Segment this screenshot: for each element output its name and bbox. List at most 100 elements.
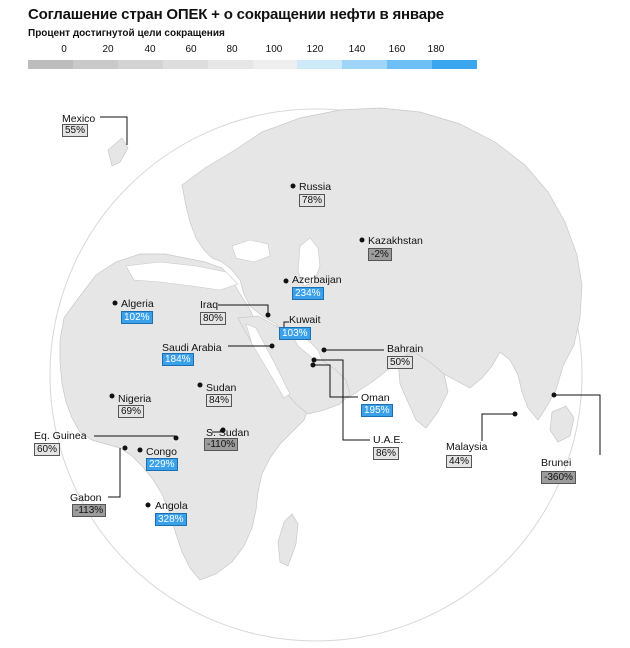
- map-title: Соглашение стран ОПЕК + о сокращении неф…: [28, 6, 444, 23]
- u-a-e-value-badge: 86%: [373, 447, 400, 460]
- legend-tick: 60: [185, 44, 197, 55]
- borneo-landmass: [549, 405, 575, 443]
- legend-subtitle: Процент достигнутой цели сокращения: [28, 28, 225, 39]
- caspian-sea: [297, 237, 321, 287]
- gabon-label: Gabon: [70, 492, 102, 504]
- legend-tick: 20: [102, 44, 114, 55]
- saudi-arabia-marker-dot: [269, 343, 275, 349]
- legend-swatch: [162, 60, 208, 69]
- azerbaijan-label: Azerbaijan: [292, 274, 342, 286]
- malaysia-label: Malaysia: [446, 441, 488, 453]
- sudan-marker-dot: [197, 382, 203, 388]
- brunei-leader-line: [554, 394, 601, 455]
- color-legend: 0 20 40 60 80 100 120 140 160 180: [28, 44, 478, 72]
- iraq-label: Iraq: [200, 299, 219, 311]
- brunei-label: Brunei: [541, 457, 572, 469]
- iraq-value-badge: 80%: [200, 312, 227, 325]
- gabon-value-badge: -113%: [72, 504, 107, 517]
- congo-label: Congo: [146, 446, 177, 458]
- oman-value-badge: 195%: [361, 404, 393, 417]
- legend-tick: 80: [226, 44, 238, 55]
- legend-tick: 0: [61, 44, 67, 55]
- legend-tick: 140: [348, 44, 366, 55]
- u-a-e-marker-dot: [311, 357, 317, 363]
- algeria-value-badge: 102%: [121, 311, 153, 324]
- algeria-marker-dot: [112, 300, 118, 306]
- iraq-marker-dot: [265, 312, 271, 318]
- s-sudan-label: S. Sudan: [206, 427, 250, 439]
- india-landmass: [397, 351, 449, 429]
- nigeria-marker-dot: [109, 393, 115, 399]
- saudi-arabia-value-badge: 184%: [162, 353, 194, 366]
- s-sudan-value-badge: -110%: [204, 438, 239, 451]
- kazakhstan-value-badge: -2%: [368, 248, 392, 261]
- gabon-marker-dot: [122, 445, 128, 451]
- kazakhstan-marker-dot: [359, 237, 365, 243]
- algeria-label: Algeria: [121, 298, 154, 310]
- mexico-sliver: [107, 137, 129, 167]
- angola-label: Angola: [155, 500, 188, 512]
- legend-tick: 40: [144, 44, 156, 55]
- congo-marker-dot: [137, 447, 143, 453]
- malaysia-value-badge: 44%: [446, 455, 473, 468]
- congo-value-badge: 229%: [146, 458, 178, 471]
- malaysia-marker-dot: [512, 411, 518, 417]
- brunei-value-badge: -360%: [541, 471, 576, 484]
- kuwait-label: Kuwait: [289, 314, 321, 326]
- brunei-marker-dot: [551, 392, 557, 398]
- angola-value-badge: 328%: [155, 513, 187, 526]
- legend-swatch: [387, 60, 433, 69]
- mediterranean-sea: [125, 261, 239, 291]
- mexico-value-badge: 55%: [62, 124, 89, 137]
- legend-swatch: [117, 60, 163, 69]
- legend-swatch: [28, 60, 73, 69]
- bahrain-value-badge: 50%: [387, 356, 414, 369]
- u-a-e-leader-line: [314, 359, 370, 441]
- legend-tick: 120: [306, 44, 324, 55]
- black-sea: [231, 239, 271, 263]
- azerbaijan-value-badge: 234%: [292, 287, 324, 300]
- red-sea: [245, 323, 291, 399]
- mexico-leader-line: [100, 116, 128, 145]
- bahrain-marker-dot: [321, 347, 327, 353]
- gabon-leader-line: [108, 448, 121, 498]
- legend-swatch: [342, 60, 388, 69]
- legend-tick: 180: [427, 44, 445, 55]
- madagascar-landmass: [277, 513, 299, 567]
- nigeria-value-badge: 69%: [118, 405, 145, 418]
- legend-swatch: [297, 60, 343, 69]
- eq-guinea-value-badge: 60%: [34, 443, 61, 456]
- legend-tick: 100: [265, 44, 283, 55]
- oman-label: Oman: [361, 392, 390, 404]
- legend-swatch: [432, 60, 478, 69]
- u-a-e-label: U.A.E.: [373, 434, 404, 446]
- kuwait-value-badge: 103%: [279, 327, 311, 340]
- legend-color-bar: [28, 60, 478, 69]
- eq-guinea-marker-dot: [173, 435, 179, 441]
- saudi-arabia-label: Saudi Arabia: [162, 342, 222, 354]
- iraq-leader-line: [218, 304, 269, 315]
- azerbaijan-marker-dot: [283, 278, 289, 284]
- legend-swatch: [252, 60, 298, 69]
- legend-swatch: [72, 60, 118, 69]
- kazakhstan-label: Kazakhstan: [368, 235, 423, 247]
- eq-guinea-label: Eq. Guinea: [34, 430, 87, 442]
- legend-tick: 160: [388, 44, 406, 55]
- bahrain-label: Bahrain: [387, 343, 424, 355]
- sudan-label: Sudan: [206, 382, 237, 394]
- nigeria-label: Nigeria: [118, 393, 152, 405]
- sudan-value-badge: 84%: [206, 394, 233, 407]
- eurasia-landmass: [181, 107, 583, 421]
- oman-marker-dot: [310, 362, 316, 368]
- legend-ticks: 0 20 40 60 80 100 120 140 160 180: [28, 44, 477, 56]
- russia-value-badge: 78%: [299, 194, 326, 207]
- russia-marker-dot: [290, 183, 296, 189]
- angola-marker-dot: [145, 502, 151, 508]
- legend-swatch: [207, 60, 253, 69]
- s-sudan-marker-dot: [220, 427, 226, 433]
- oman-leader-line: [313, 364, 358, 398]
- russia-label: Russia: [299, 181, 332, 193]
- mexico-label: Mexico: [62, 113, 96, 125]
- malaysia-leader-line: [481, 413, 515, 441]
